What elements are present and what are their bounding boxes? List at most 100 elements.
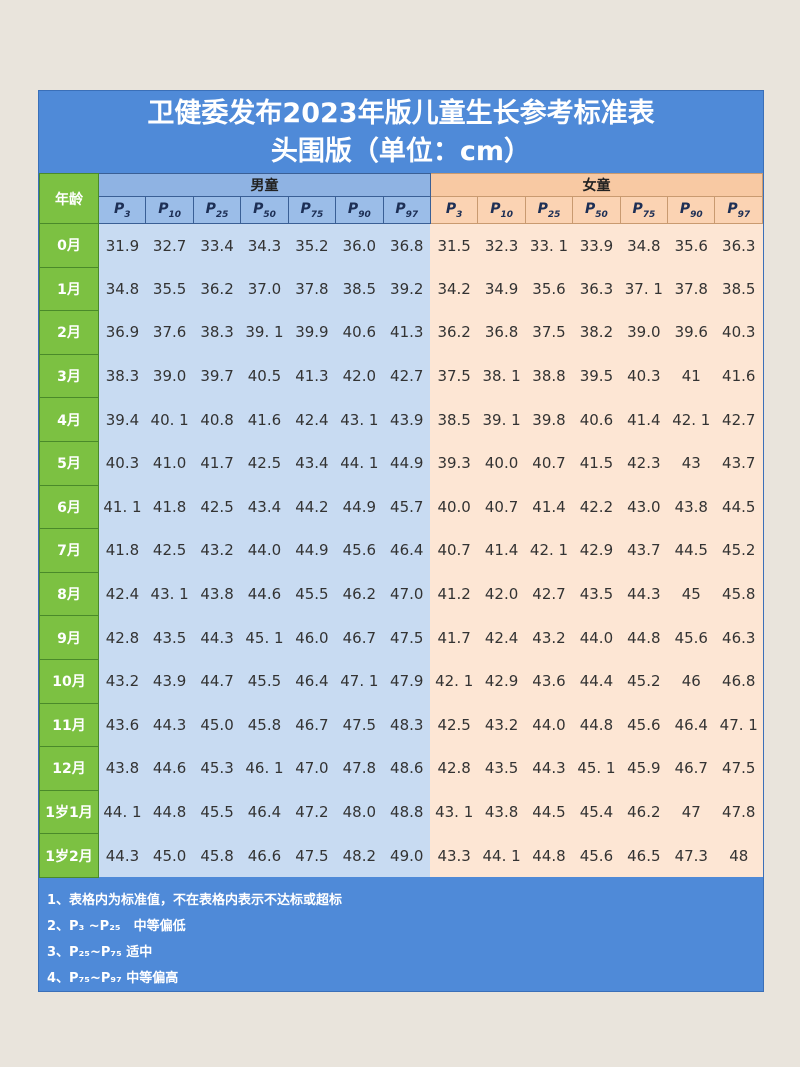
boys-value-cell: 44.9 — [335, 485, 384, 529]
boys-value-cell: 44.2 — [288, 485, 336, 529]
girls-value-cell: 43. 1 — [430, 790, 478, 834]
table-row: 1岁1月 44. 1 44.8 45.5 46.4 47.2 48.0 48.8 43. 1 43… — [39, 789, 763, 835]
boys-value-cell: 33.4 — [193, 223, 241, 268]
p-letter: P — [205, 200, 216, 217]
percentile-number: 10 — [500, 209, 513, 220]
girls-value-cell: 47.8 — [714, 790, 763, 834]
boys-value-cell: 40.8 — [193, 397, 241, 442]
girls-value-cell: 45.9 — [620, 746, 668, 791]
boys-value-cell: 44.3 — [193, 615, 241, 660]
boys-value-cell: 38.3 — [98, 354, 146, 398]
percentile-number: 3 — [456, 209, 463, 220]
boys-value-cell: 41.3 — [383, 310, 431, 355]
p-letter: P — [395, 200, 406, 217]
table-row: 11月 43.6 44.3 45.0 45.8 46.7 47.5 48.3 42.5 43.2 4… — [39, 702, 763, 748]
boys-value-cell: 39. 1 — [240, 310, 289, 355]
girls-header: 女童 — [429, 173, 764, 197]
girls-value-cell: 43.5 — [572, 572, 621, 616]
girls-value-cell: 42.5 — [430, 703, 478, 747]
boys-percentile-header: P10 — [145, 196, 194, 224]
table-row: 9月 42.8 43.5 44.3 45. 1 46.0 46.7 47.5 41.7 42.4 4… — [39, 615, 763, 660]
boys-percentile-header: P75 — [287, 196, 337, 224]
table-row: 10月 43.2 43.9 44.7 45.5 46.4 47. 1 47.9 42. 1 42.… — [39, 658, 763, 704]
girls-value-cell: 36.3 — [572, 267, 621, 311]
girls-value-cell: 45. 1 — [572, 746, 621, 791]
girls-percentile-header: P75 — [619, 196, 669, 224]
boys-value-cell: 47.0 — [383, 572, 431, 616]
percentile-number: 90 — [690, 209, 703, 220]
girls-value-cell: 38. 1 — [477, 354, 526, 398]
girls-value-cell: 44.5 — [525, 790, 573, 834]
table-row: 2月 36.9 37.6 38.3 39. 1 39.9 40.6 41.3 36.2 36.8 3… — [39, 310, 763, 355]
girls-value-cell: 33. 1 — [525, 223, 573, 268]
girls-value-cell: 37.5 — [525, 310, 573, 355]
girls-value-cell: 39.6 — [667, 310, 715, 355]
boys-value-cell: 46. 1 — [240, 746, 289, 791]
boys-value-cell: 45. 1 — [240, 615, 289, 660]
age-cell: 1岁2月 — [39, 833, 99, 878]
boys-percentile-header: P90 — [335, 196, 384, 224]
growth-chart-sheet: 卫健委发布2023年版儿童生长参考标准表 头围版（单位：cm） 年龄 男童 女童… — [38, 90, 764, 992]
girls-value-cell: 45.8 — [714, 572, 763, 616]
girls-value-cell: 43.2 — [525, 615, 573, 660]
boys-value-cell: 43.9 — [145, 659, 194, 704]
girls-value-cell: 43.7 — [620, 528, 668, 573]
boys-value-cell: 43.8 — [193, 572, 241, 616]
boys-header: 男童 — [98, 173, 431, 197]
table-row: 0月 31.9 32.7 33.4 34.3 35.2 36.0 36.8 31.5 32.3 33… — [39, 223, 763, 268]
girls-value-cell: 42.3 — [620, 441, 668, 486]
table-row: 5月 40.3 41.0 41.7 42.5 43.4 44. 1 44.9 39.3 40.0 4… — [39, 440, 763, 486]
boys-value-cell: 44.9 — [383, 441, 431, 486]
boys-value-cell: 42.8 — [98, 615, 146, 660]
boys-value-cell: 40.5 — [240, 354, 289, 398]
boys-value-cell: 44.3 — [145, 703, 194, 747]
boys-value-cell: 45.3 — [193, 746, 241, 791]
girls-value-cell: 45.4 — [572, 790, 621, 834]
boys-value-cell: 41.3 — [288, 354, 336, 398]
percentile-number: 50 — [263, 209, 276, 220]
girls-value-cell: 40.7 — [430, 528, 478, 573]
girls-value-cell: 44.8 — [620, 615, 668, 660]
girls-value-cell: 46.8 — [714, 659, 763, 704]
boys-value-cell: 41.0 — [145, 441, 194, 486]
percentile-number: 50 — [595, 209, 608, 220]
girls-value-cell: 47 — [667, 790, 715, 834]
girls-value-cell: 44.3 — [525, 746, 573, 791]
boys-value-cell: 44.7 — [193, 659, 241, 704]
boys-value-cell: 31.9 — [98, 223, 146, 268]
boys-percentile-header: P3 — [97, 196, 147, 224]
title-line2: 头围版（单位：cm） — [270, 136, 532, 167]
table-row: 8月 42.4 43. 1 43.8 44.6 45.5 46.2 47.0 41.2 42.0 4… — [39, 571, 763, 617]
age-cell: 8月 — [39, 571, 99, 617]
boys-value-cell: 43.5 — [145, 615, 194, 660]
boys-value-cell: 46.4 — [240, 790, 289, 834]
girls-value-cell: 44.5 — [667, 528, 715, 573]
boys-value-cell: 44.0 — [240, 528, 289, 573]
boys-value-cell: 46.0 — [288, 615, 336, 660]
boys-value-cell: 44.9 — [288, 528, 336, 573]
girls-value-cell: 43.6 — [525, 659, 573, 704]
p-letter: P — [445, 200, 457, 217]
girls-value-cell: 42.2 — [572, 485, 621, 529]
boys-value-cell: 40. 1 — [145, 397, 194, 442]
boys-value-cell: 44. 1 — [98, 790, 146, 834]
boys-value-cell: 47.8 — [335, 746, 384, 791]
girls-value-cell: 46.2 — [620, 790, 668, 834]
boys-value-cell: 48.3 — [383, 703, 431, 747]
girls-value-cell: 41.4 — [525, 485, 573, 529]
boys-value-cell: 39.2 — [383, 267, 431, 311]
boys-value-cell: 42.0 — [335, 354, 384, 398]
girls-value-cell: 47.3 — [667, 833, 715, 878]
age-cell: 10月 — [39, 658, 99, 704]
girls-value-cell: 41.5 — [572, 441, 621, 486]
percentile-number: 90 — [358, 209, 371, 220]
boys-value-cell: 36.0 — [335, 223, 384, 268]
percentile-number: 25 — [547, 209, 561, 220]
boys-value-cell: 46.4 — [383, 528, 431, 573]
girls-value-cell: 42. 1 — [430, 659, 478, 704]
head-circumference-table: 年龄 男童 女童 P3 P10 P25 P50 P75 P90 P97 P3 P10 P25 P50… — [39, 173, 764, 878]
girls-value-cell: 45.6 — [620, 703, 668, 747]
percentile-number: 75 — [310, 209, 324, 220]
table-row: 12月 43.8 44.6 45.3 46. 1 47.0 47.8 48.6 42.8 43.5… — [39, 746, 763, 791]
girls-value-cell: 42.8 — [430, 746, 478, 791]
